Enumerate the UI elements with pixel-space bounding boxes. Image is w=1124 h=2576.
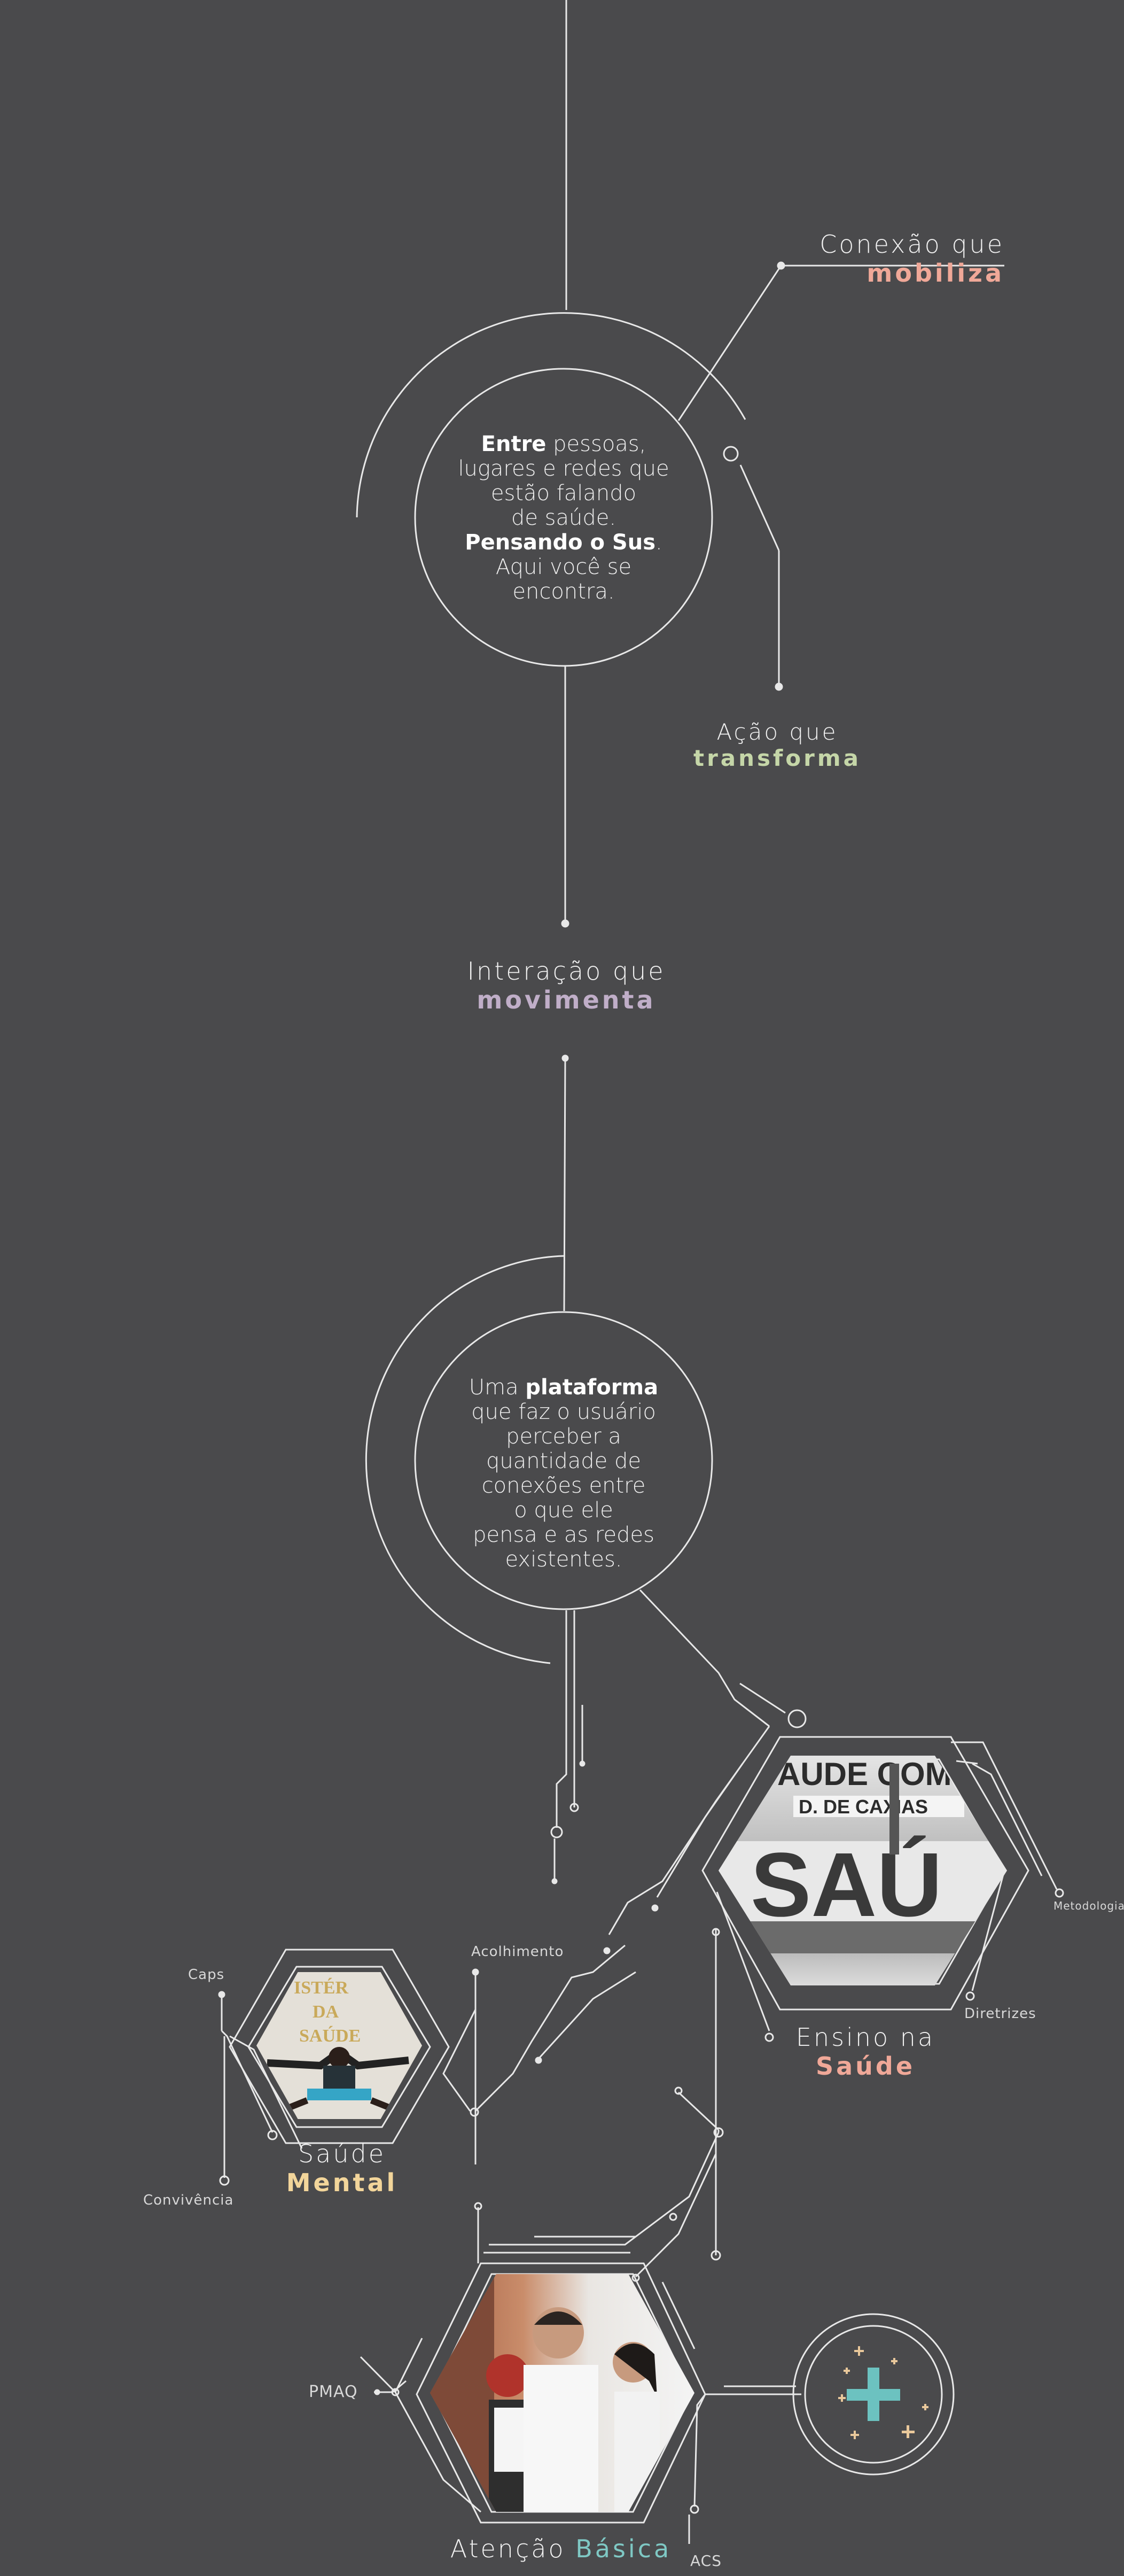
circle1-t7: encontra. [512, 579, 615, 604]
svg-text:D. DE CAXIAS: D. DE CAXIAS [799, 1796, 928, 1818]
acao-line1: Ação que [716, 719, 838, 745]
tag-acs[interactable]: ACS [690, 2552, 722, 2570]
tag-pmaq[interactable]: PMAQ [309, 2383, 358, 2401]
svg-text:SAÚ: SAÚ [751, 1834, 942, 1936]
ensino-photo: SAÚ AUDE COM D. DE CAXIAS [719, 1756, 1007, 1985]
acao-line2: transforma [693, 745, 861, 771]
circle2-t1: Uma [469, 1375, 526, 1400]
conexao-label: Conexão que mobiliza [796, 230, 1004, 288]
mental-line2: Mental [286, 2168, 398, 2197]
ensino-line2: Saúde [815, 2052, 916, 2081]
circle2-t7: pensa e as redes [473, 1523, 654, 1547]
circle1-entre: Entre [481, 432, 547, 456]
mental-label[interactable]: Saúde Mental [235, 2139, 449, 2197]
circle2-t2: que faz o usuário [471, 1400, 656, 1424]
mental-line1: Saúde [298, 2139, 386, 2168]
tag-metodologias[interactable]: Metodologias [1053, 1899, 1124, 1912]
circle1-text: Entre pessoas, lugares e redes que estão… [438, 432, 689, 604]
svg-text:SAÚDE: SAÚDE [299, 2026, 361, 2046]
circle1-t4: de saúde. [511, 506, 616, 530]
circle2-t4: quantidade de [486, 1449, 642, 1473]
circle1-t2: lugares e redes que [458, 456, 669, 481]
basica-line2: Básica [575, 2534, 672, 2563]
basica-label[interactable]: Atenção Básica [427, 2534, 694, 2563]
circle1-t3: estão falando [490, 481, 637, 506]
circle1-t6: Aqui você se [495, 555, 632, 579]
circle2-text: Uma plataforma que faz o usuário percebe… [438, 1375, 689, 1572]
circle1-t1: pessoas, [546, 432, 646, 456]
tag-convivencia[interactable]: Convivência [143, 2192, 234, 2208]
tag-diretrizes[interactable]: Diretrizes [964, 2006, 1036, 2022]
tag-caps[interactable]: Caps [188, 1967, 225, 1983]
interacao-label: Interação que movimenta [433, 957, 700, 1014]
interacao-line1: Interação que [467, 957, 666, 986]
svg-text:DA: DA [313, 2002, 339, 2022]
circle2-t5: conexões entre [481, 1473, 646, 1498]
circle2-t8: existentes. [505, 1547, 622, 1572]
svg-text:AUDE COM: AUDE COM [777, 1756, 952, 1792]
basica-line1: Atenção [450, 2534, 566, 2563]
tag-acolhimento[interactable]: Acolhimento [471, 1944, 564, 1960]
circle2-plataforma: plataforma [525, 1375, 659, 1400]
basica-line: Atenção Básica [427, 2534, 694, 2563]
ensino-label[interactable]: Ensino na Saúde [748, 2023, 983, 2081]
svg-text:ISTÉR: ISTÉR [294, 1978, 348, 1998]
conexao-line1: Conexão que [819, 230, 1004, 259]
circle2-t6: o que ele [514, 1498, 613, 1523]
circle2-t3: perceber a [506, 1424, 621, 1449]
ensino-line1: Ensino na [795, 2023, 935, 2052]
conexao-line2: mobiliza [867, 259, 1004, 288]
circle1-pensando: Pensando o Sus [465, 530, 656, 555]
plus-icon [838, 2346, 928, 2439]
acao-label: Ação que transforma [668, 719, 887, 771]
interacao-line2: movimenta [477, 986, 656, 1014]
circle1-t5: . [655, 530, 662, 555]
